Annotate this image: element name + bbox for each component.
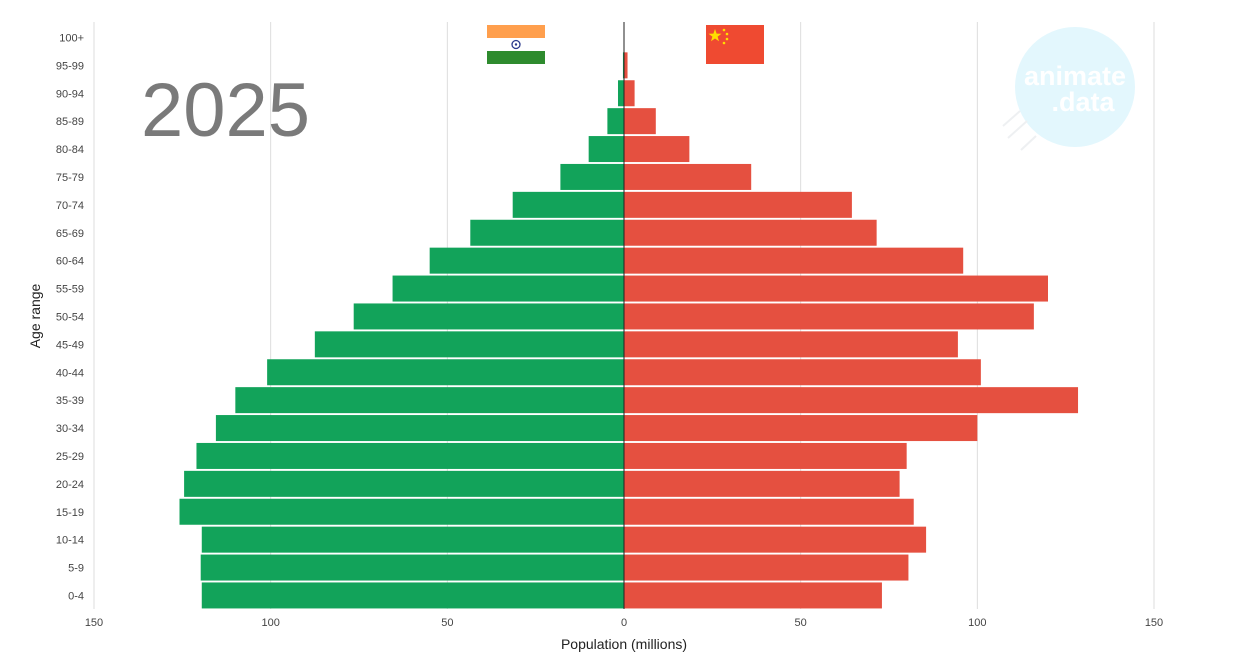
x-tick-label: 150: [85, 617, 103, 629]
india-bar: [184, 470, 624, 497]
bars-layer: [179, 24, 1079, 609]
india-bar: [215, 415, 624, 442]
india-bar: [607, 108, 624, 135]
china-bar: [624, 387, 1079, 414]
y-tick-label: 65-69: [56, 228, 84, 240]
india-bar: [622, 52, 624, 79]
y-tick-label: 10-14: [56, 535, 84, 547]
china-bar: [624, 303, 1034, 330]
india-bar: [267, 359, 624, 386]
y-axis-title: Age range: [27, 283, 43, 348]
china-bar: [624, 526, 927, 553]
india-bar: [512, 191, 624, 218]
watermark-motion-line: [1020, 135, 1037, 151]
india-bar: [429, 247, 624, 274]
watermark-text-data: .data: [1051, 87, 1115, 117]
india-bar: [196, 442, 624, 469]
china-bar: [624, 163, 752, 190]
india-bar: [201, 526, 624, 553]
watermark-motion-line: [1002, 110, 1021, 127]
india-flag: [487, 25, 545, 64]
x-tick-label: 0: [621, 617, 627, 629]
y-tick-label: 40-44: [56, 367, 84, 379]
india-flag-saffron-band: [487, 25, 545, 38]
x-tick-label: 50: [441, 617, 453, 629]
india-bar: [200, 554, 624, 581]
china-bar: [624, 554, 909, 581]
watermark-circle: [1015, 27, 1135, 147]
y-tick-label: 30-34: [56, 423, 84, 435]
x-tick-label: 150: [1145, 617, 1163, 629]
china-bar: [624, 498, 914, 525]
x-tick-label: 100: [968, 617, 986, 629]
y-tick-label: 20-24: [56, 479, 84, 491]
china-flag-small-star-icon: [725, 37, 729, 41]
china-bar: [624, 331, 958, 358]
india-bar: [179, 498, 625, 525]
china-flag-small-star-icon: [725, 32, 729, 36]
x-tick-label: 50: [795, 617, 807, 629]
y-tick-label: 75-79: [56, 172, 84, 184]
china-bar: [624, 80, 635, 107]
india-bar: [560, 163, 624, 190]
y-tick-label: 55-59: [56, 284, 84, 296]
india-flag-chakra-icon: [511, 39, 521, 50]
y-tick-label: 80-84: [56, 144, 84, 156]
y-tick-label: 45-49: [56, 339, 84, 351]
india-bar: [588, 136, 624, 163]
india-bar: [392, 275, 624, 302]
y-tick-label: 90-94: [56, 88, 84, 100]
china-bar: [624, 191, 852, 218]
y-tick-label: 95-99: [56, 60, 84, 72]
y-tick-label: 35-39: [56, 395, 84, 407]
india-bar: [235, 387, 625, 414]
china-bar: [624, 136, 690, 163]
china-bar: [624, 415, 978, 442]
y-tick-label: 50-54: [56, 311, 84, 323]
china-bar: [624, 470, 900, 497]
china-flag-small-star-icon: [722, 28, 726, 32]
y-tick-labels: 100+ 95-99 90-94 85-89 80-84 75-79 70-74 65-69 6…: [56, 32, 84, 602]
china-bar: [624, 247, 964, 274]
china-bar: [624, 582, 882, 609]
year-label: 2025: [141, 68, 310, 153]
animate-data-watermark: animate .data: [1002, 27, 1135, 151]
watermark-text-animate: animate: [1024, 61, 1126, 91]
x-tick-label: 100: [261, 617, 279, 629]
india-bar: [470, 219, 624, 246]
china-bar: [624, 359, 981, 386]
china-flag-large-star-icon: [708, 29, 722, 42]
china-flag-small-star-icon: [722, 41, 726, 45]
china-bar: [624, 275, 1048, 302]
india-flag-green-band: [487, 51, 545, 64]
india-bar: [617, 80, 624, 107]
india-flag-chakra-center: [514, 43, 518, 46]
y-tick-label: 85-89: [56, 116, 84, 128]
x-tick-labels: 150 100 50 0 50 100 150: [85, 617, 1163, 629]
y-tick-label: 60-64: [56, 256, 84, 268]
y-tick-label: 70-74: [56, 200, 84, 212]
y-tick-label: 100+: [59, 32, 84, 44]
y-tick-label: 5-9: [68, 563, 84, 575]
india-bar: [201, 582, 624, 609]
x-axis-title: Population (millions): [561, 636, 687, 652]
china-bar: [624, 52, 628, 79]
india-bar: [353, 303, 624, 330]
china-bar: [624, 442, 907, 469]
china-bar: [624, 108, 656, 135]
china-flag: [706, 25, 764, 64]
watermark-motion-line: [1007, 120, 1028, 139]
y-tick-label: 0-4: [68, 590, 84, 602]
y-tick-label: 15-19: [56, 507, 84, 519]
y-tick-label: 25-29: [56, 451, 84, 463]
china-bar: [624, 219, 877, 246]
india-bar: [314, 331, 624, 358]
